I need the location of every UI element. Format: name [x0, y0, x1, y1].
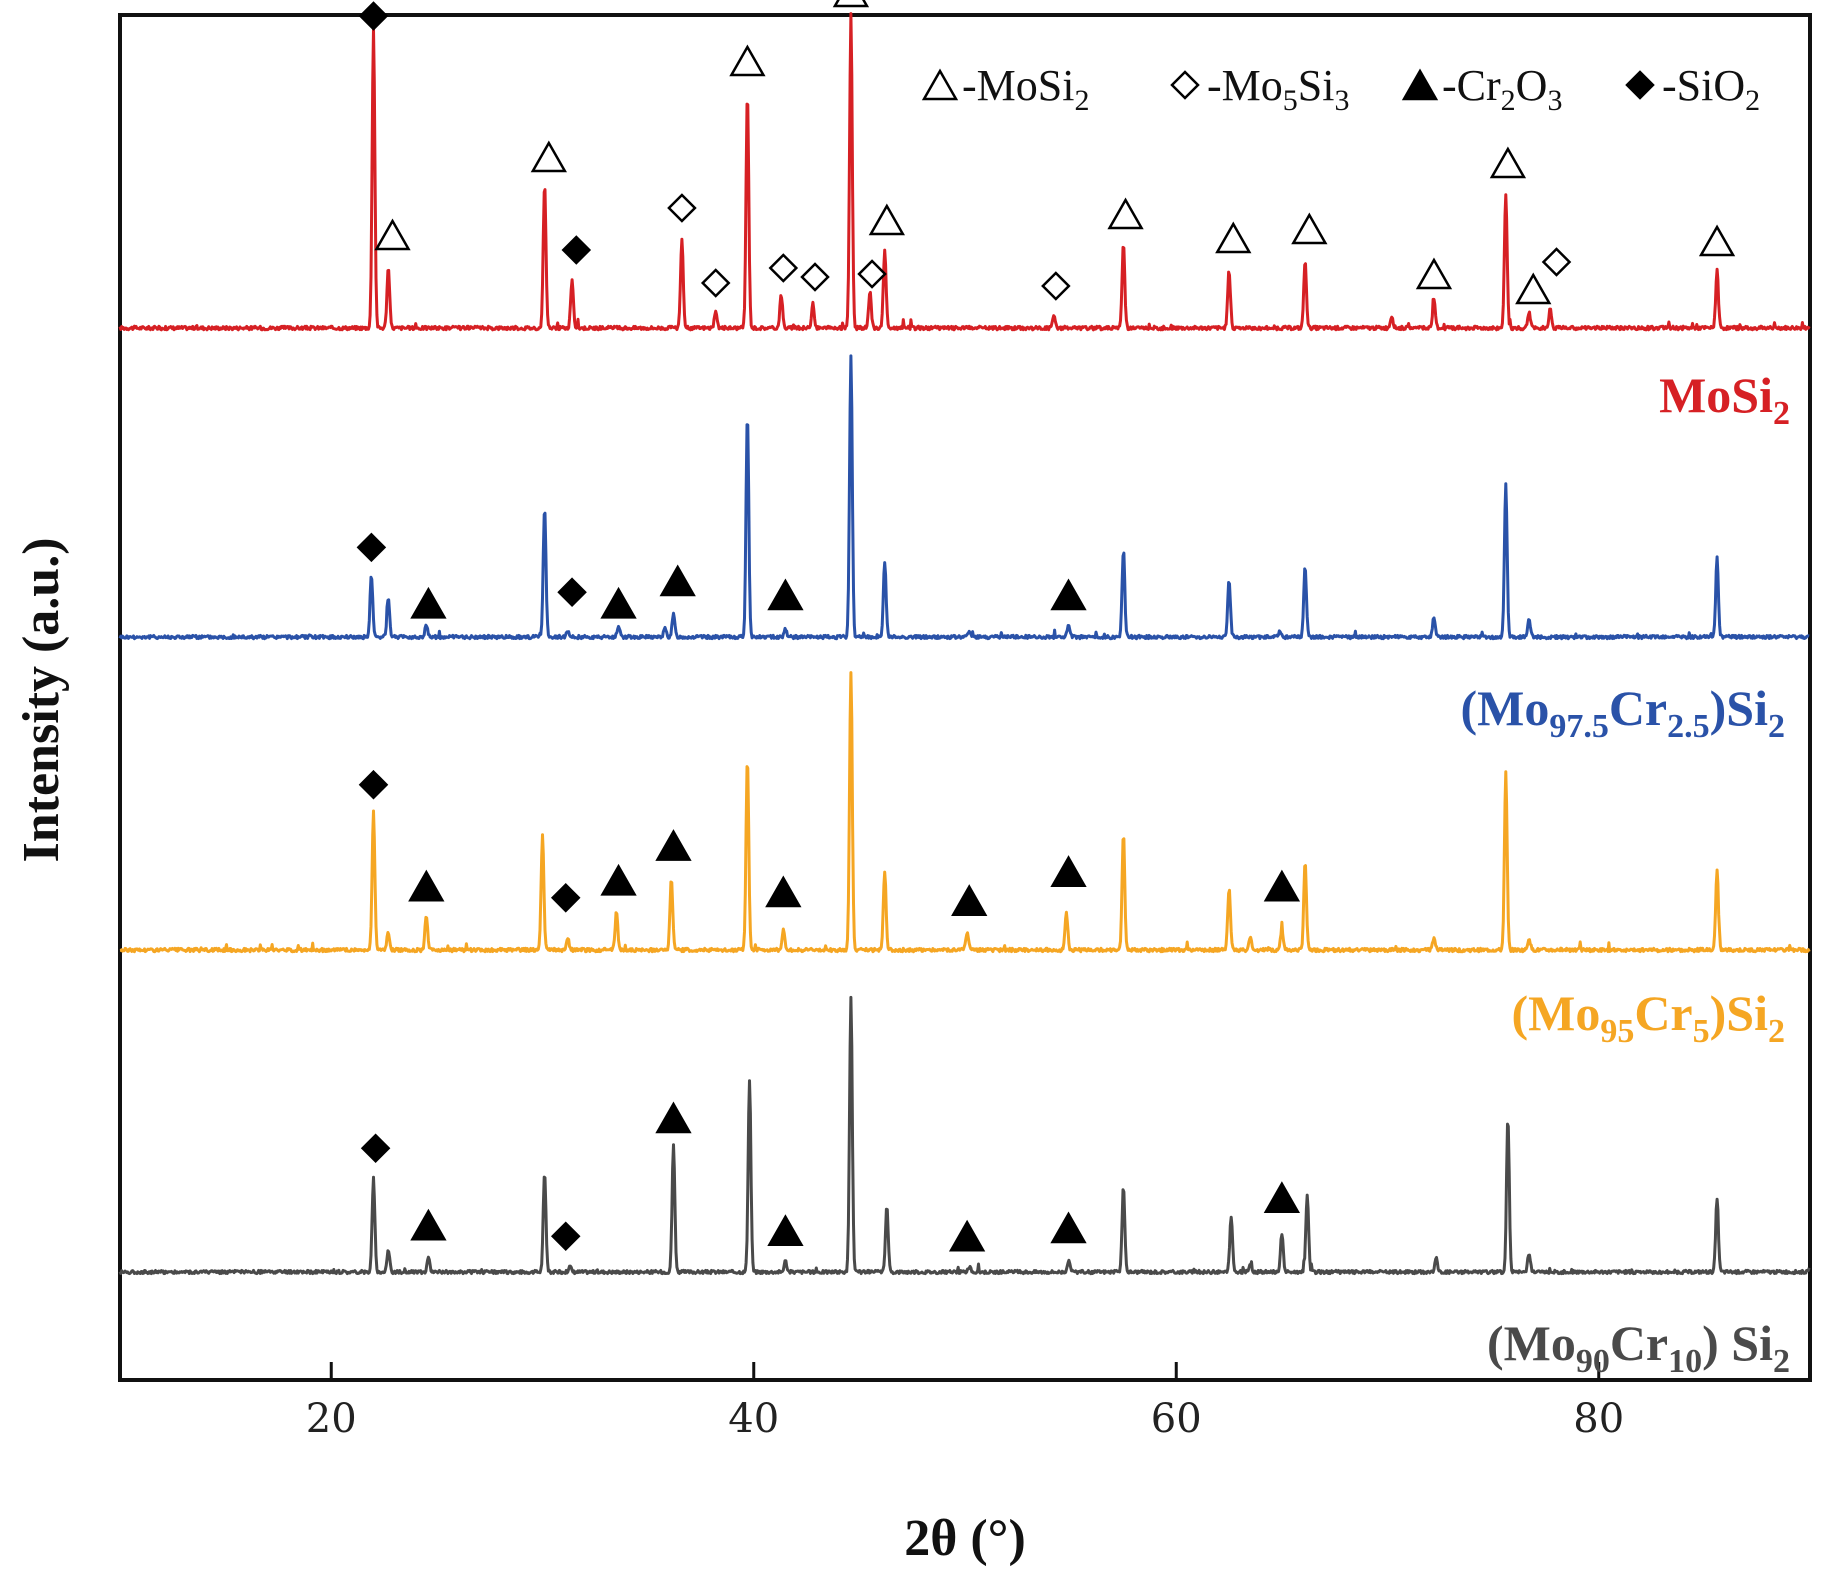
- legend-open-triangle-icon: [921, 68, 959, 101]
- legend-label-3: -SiO2: [1662, 61, 1760, 117]
- x-tick-label-20: 20: [306, 1396, 357, 1442]
- phase-marker-open-triangle-icon: [868, 203, 905, 236]
- phase-marker-filled-triangle-icon: [1050, 855, 1087, 887]
- phase-marker-open-triangle-icon: [374, 218, 411, 251]
- sample-label-0: MoSi2: [1659, 367, 1790, 432]
- sample-label-2: (Mo95Cr5)Si2: [1511, 985, 1785, 1050]
- phase-marker-filled-diamond-icon: [358, 1, 389, 31]
- phase-marker-filled-diamond-icon: [557, 577, 587, 607]
- phase-marker-open-triangle-icon: [1489, 146, 1527, 179]
- x-tick-label-80: 80: [1573, 1396, 1624, 1442]
- phase-marker-filled-diamond-icon: [561, 235, 592, 265]
- y-axis-title: Intensity (a.u.): [13, 537, 70, 862]
- phase-marker-open-diamond-icon: [768, 253, 799, 283]
- legend-label-0: -MoSi2: [962, 61, 1089, 117]
- phase-marker-filled-triangle-icon: [600, 586, 637, 619]
- phase-marker-filled-triangle-icon: [765, 875, 802, 908]
- series-line-3: [118, 995, 1811, 1276]
- phase-marker-filled-diamond-icon: [550, 1221, 581, 1252]
- phase-marker-open-triangle-icon: [1415, 257, 1453, 290]
- x-tick-label-60: 60: [1151, 1396, 1202, 1442]
- phase-marker-open-diamond-icon: [1541, 247, 1572, 277]
- phase-marker-filled-triangle-icon: [767, 1214, 804, 1246]
- phase-marker-filled-triangle-icon: [410, 1208, 447, 1241]
- phase-marker-filled-triangle-icon: [948, 1219, 986, 1252]
- phase-marker-open-diamond-icon: [857, 259, 887, 289]
- phase-marker-filled-triangle-icon: [1050, 578, 1087, 611]
- phase-marker-open-diamond-icon: [800, 262, 830, 292]
- phase-marker-open-triangle-icon: [1515, 272, 1552, 305]
- legend-open-diamond-icon: [1170, 70, 1200, 100]
- phase-marker-filled-triangle-icon: [951, 884, 988, 916]
- phase-marker-filled-triangle-icon: [408, 869, 445, 902]
- sample-labels: MoSi2 (Mo97.5Cr2.5)Si2 (Mo95Cr5)Si2 (Mo90Cr…: [1460, 367, 1790, 1380]
- x-axis-title: 2θ (°): [904, 1510, 1026, 1567]
- series-line-0: [118, 12, 1811, 332]
- legend-filled-triangle-icon: [1401, 68, 1439, 101]
- phase-marker-filled-triangle-icon: [1263, 1181, 1301, 1213]
- phase-marker-filled-triangle-icon: [600, 863, 637, 896]
- phase-marker-open-triangle-icon: [1291, 212, 1328, 245]
- phase-marker-filled-diamond-icon: [358, 769, 389, 800]
- legend-label-2: -Cr2O3: [1442, 61, 1562, 117]
- phase-marker-filled-triangle-icon: [655, 829, 692, 861]
- phase-markers: [356, 0, 1736, 1252]
- x-ticks: 20 40 60 80: [306, 1362, 1624, 1442]
- phase-marker-filled-diamond-icon: [356, 532, 387, 563]
- phase-marker-open-triangle-icon: [1698, 224, 1736, 257]
- sample-label-1: (Mo97.5Cr2.5)Si2: [1460, 680, 1785, 745]
- phase-marker-filled-triangle-icon: [767, 578, 804, 611]
- sample-label-3: (Mo90Cr10) Si2: [1487, 1315, 1790, 1380]
- phase-marker-filled-triangle-icon: [1263, 869, 1301, 902]
- phase-marker-open-triangle-icon: [530, 140, 567, 173]
- phase-marker-open-diamond-icon: [1041, 271, 1071, 301]
- series-line-2: [119, 671, 1811, 954]
- phase-marker-open-triangle-icon: [729, 44, 766, 77]
- phase-marker-filled-diamond-icon: [550, 883, 581, 913]
- phase-marker-open-triangle-icon: [1215, 221, 1252, 254]
- plot-frame: [118, 13, 1812, 1382]
- phase-marker-open-diamond-icon: [667, 193, 697, 223]
- x-tick-label-40: 40: [728, 1396, 779, 1442]
- legend-label-1: -Mo5Si3: [1207, 61, 1349, 117]
- series-line-1: [118, 354, 1810, 641]
- phase-marker-filled-diamond-icon: [360, 1133, 391, 1164]
- phase-marker-filled-triangle-icon: [655, 1101, 692, 1134]
- legend-filled-diamond-icon: [1625, 70, 1655, 100]
- phase-marker-filled-triangle-icon: [659, 564, 696, 597]
- phase-marker-open-triangle-icon: [832, 0, 870, 8]
- phase-marker-open-triangle-icon: [1107, 197, 1144, 230]
- phase-marker-filled-triangle-icon: [1050, 1211, 1087, 1244]
- legend: -MoSi2 -Mo5Si3 -Cr2O3 -SiO2: [921, 61, 1760, 117]
- series-group: [118, 12, 1811, 1276]
- phase-marker-open-diamond-icon: [700, 268, 731, 298]
- phase-marker-filled-triangle-icon: [410, 586, 447, 619]
